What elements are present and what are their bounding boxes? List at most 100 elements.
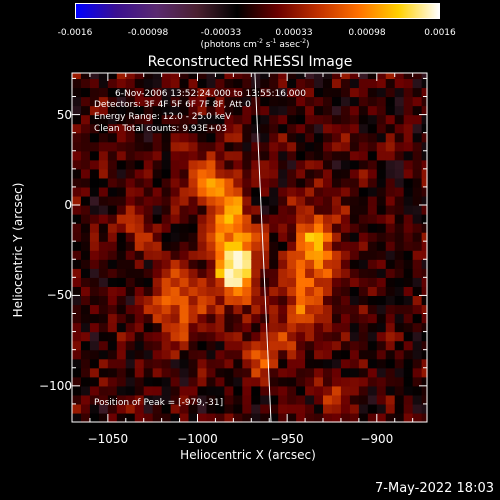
heatmap-cell: [188, 250, 199, 260]
heatmap-cell: [269, 412, 279, 423]
heatmap-cell: [296, 259, 306, 269]
heatmap-cell: [305, 141, 315, 152]
heatmap-cell: [242, 358, 252, 369]
heatmap-cell: [385, 78, 396, 89]
heatmap-cell: [179, 403, 190, 414]
heatmap-cell: [269, 322, 279, 333]
heatmap-cell: [242, 195, 252, 206]
heatmap-cell: [340, 277, 351, 287]
heatmap-cell: [188, 150, 199, 161]
heatmap-cell: [376, 403, 387, 414]
heatmap-cell: [331, 376, 342, 387]
heatmap-cell: [412, 376, 423, 387]
heatmap-cell: [367, 141, 378, 152]
heatmap-cell: [89, 232, 100, 242]
heatmap-cell: [403, 349, 414, 360]
heatmap-cell: [206, 177, 217, 188]
heatmap-cell: [340, 114, 351, 125]
heatmap-cell: [376, 385, 387, 396]
heatmap-cell: [125, 394, 136, 405]
heatmap-cell: [349, 250, 360, 260]
heatmap-cell: [215, 123, 225, 134]
heatmap-cell: [80, 186, 91, 197]
heatmap-cell: [188, 340, 199, 351]
heatmap-cell: [323, 150, 333, 161]
heatmap-cell: [376, 105, 387, 116]
heatmap-cell: [80, 105, 91, 116]
heatmap-cell: [412, 304, 423, 315]
heatmap-cell: [305, 132, 315, 143]
heatmap-cell: [340, 195, 351, 206]
heatmap-cell: [287, 141, 297, 152]
heatmap-cell: [188, 376, 199, 387]
heatmap-cell: [161, 403, 172, 414]
heatmap-cell: [107, 141, 118, 152]
heatmap-cell: [287, 277, 297, 287]
heatmap-cell: [278, 78, 288, 89]
heatmap-cell: [269, 168, 279, 179]
heatmap-cell: [233, 331, 243, 342]
heatmap-cell: [152, 168, 163, 179]
heatmap-cell: [305, 159, 315, 170]
heatmap-cell: [80, 73, 91, 80]
heatmap-cell: [80, 322, 91, 333]
heatmap-cell: [161, 123, 172, 134]
heatmap-cell: [296, 123, 306, 134]
heatmap-cell: [152, 105, 163, 116]
heatmap-cell: [197, 186, 208, 197]
heatmap-cell: [305, 295, 315, 306]
heatmap-cell: [403, 123, 414, 134]
heatmap-cell: [251, 73, 261, 80]
heatmap-cell: [72, 313, 82, 324]
heatmap-cell: [403, 96, 414, 107]
heatmap-cell: [125, 304, 136, 315]
heatmap-cell: [98, 241, 109, 251]
heatmap-cell: [215, 114, 225, 125]
heatmap-cell: [367, 232, 378, 242]
heatmap-cell: [233, 241, 243, 251]
heatmap-cell: [80, 214, 91, 224]
heatmap-cell: [305, 358, 315, 369]
heatmap-cell: [412, 186, 423, 197]
colorbar-tick-label: 0.00033: [275, 28, 313, 38]
heatmap-cell: [233, 73, 243, 80]
heatmap-cell: [72, 304, 82, 315]
heatmap-cell: [421, 132, 428, 143]
heatmap-cell: [224, 195, 234, 206]
heatmap-cell: [287, 349, 297, 360]
heatmap-cell: [170, 367, 181, 378]
heatmap-cell: [161, 250, 172, 260]
heatmap-cell: [323, 295, 333, 306]
heatmap-cell: [89, 358, 100, 369]
heatmap-cell: [367, 186, 378, 197]
heatmap-cell: [305, 232, 315, 242]
heatmap-cell: [107, 177, 118, 188]
heatmap-cell: [412, 394, 423, 405]
heatmap-cell: [179, 259, 190, 269]
heatmap-cell: [278, 259, 288, 269]
heatmap-cell: [170, 195, 181, 206]
heatmap-cell: [358, 403, 369, 414]
peak-position-text: Position of Peak = [-979,-31]: [94, 398, 224, 408]
heatmap-cell: [260, 232, 270, 242]
heatmap-cell: [179, 232, 190, 242]
heatmap-cell: [314, 150, 324, 161]
heatmap-cell: [206, 367, 217, 378]
heatmap-cell: [260, 367, 270, 378]
heatmap-cell: [287, 177, 297, 188]
heatmap-cell: [340, 223, 351, 233]
heatmap-cell: [358, 186, 369, 197]
heatmap-cell: [278, 277, 288, 287]
heatmap-cell: [287, 322, 297, 333]
heatmap-cell: [331, 349, 342, 360]
heatmap-cell: [260, 150, 270, 161]
heatmap-cell: [349, 268, 360, 278]
heatmap-cell: [323, 250, 333, 260]
heatmap-cell: [107, 105, 118, 116]
heatmap-cell: [385, 394, 396, 405]
heatmap-cell: [134, 367, 145, 378]
heatmap-cell: [143, 259, 154, 269]
heatmap-cell: [197, 241, 208, 251]
heatmap-cell: [394, 358, 405, 369]
heatmap-cell: [134, 73, 145, 80]
